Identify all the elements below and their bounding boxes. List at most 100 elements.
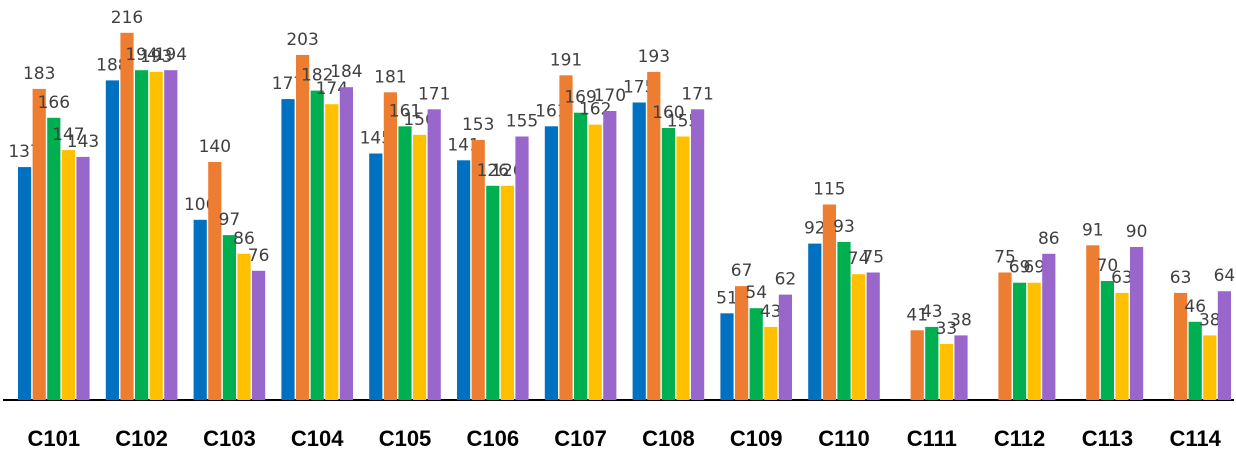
bar-c101-s3: [47, 117, 61, 401]
bar-c112-s2: [998, 272, 1012, 400]
data-label-c114-s2: 63: [1170, 268, 1192, 288]
data-label-c103-s4: 86: [233, 229, 255, 249]
bar-c105-s4: [413, 134, 427, 401]
bar-c102-s3: [135, 70, 149, 400]
bar-c106-s2: [471, 139, 485, 400]
bar-c113-s2: [1086, 245, 1100, 400]
data-label-c108-s5: 171: [681, 84, 713, 104]
data-label-c104-s5: 184: [330, 62, 362, 82]
category-label-c114: C114: [1170, 426, 1222, 450]
category-label-c104: C104: [291, 426, 344, 450]
category-label-c109: C109: [730, 426, 783, 450]
data-label-c108-s2: 193: [638, 47, 670, 67]
bar-c104-s5: [339, 87, 353, 400]
bar-c105-s5: [427, 109, 441, 401]
data-label-c105-s3: 161: [389, 101, 421, 121]
data-label-c114-s5: 64: [1214, 266, 1236, 286]
data-label-c101-s2: 183: [23, 64, 55, 84]
bar-c104-s3: [310, 90, 324, 400]
bar-c108-s4: [676, 136, 690, 400]
data-label-c110-s2: 115: [813, 180, 845, 200]
category-label-c110: C110: [818, 426, 869, 450]
bar-c107-s3: [574, 112, 588, 400]
bar-c109-s5: [778, 294, 792, 400]
bar-c104-s2: [296, 54, 310, 401]
data-label-c110-s4: 74: [848, 249, 870, 269]
data-label-c101-s3: 166: [38, 93, 70, 113]
data-label-c105-s2: 181: [374, 67, 406, 87]
bar-c110-s2: [822, 204, 836, 400]
data-label-c110-s5: 75: [862, 248, 884, 268]
data-label-c113-s3: 70: [1097, 256, 1119, 276]
bar-c111-s3: [925, 326, 939, 400]
bar-c113-s5: [1130, 247, 1144, 400]
data-label-c108-s3: 160: [652, 103, 684, 123]
bar-c108-s3: [661, 128, 675, 400]
bar-c111-s2: [910, 330, 924, 400]
bar-c105-s2: [383, 92, 397, 401]
bar-c109-s3: [749, 308, 763, 400]
data-label-c102-s4: 193: [140, 47, 172, 67]
bar-c101-s2: [32, 88, 46, 401]
bar-c111-s5: [954, 335, 968, 400]
category-label-c113: C113: [1082, 426, 1133, 450]
category-label-c111: C111: [907, 426, 957, 450]
bar-c112-s4: [1027, 282, 1041, 400]
data-label-c109-s5: 62: [775, 270, 797, 290]
bar-c113-s4: [1115, 292, 1129, 400]
bar-c102-s1: [105, 80, 119, 401]
bar-c110-s3: [837, 241, 851, 400]
category-label-c107: C107: [554, 426, 607, 450]
data-label-c109-s2: 67: [731, 261, 753, 281]
bar-c104-s1: [281, 99, 295, 400]
bar-c106-s5: [515, 136, 529, 400]
bar-c105-s3: [398, 126, 412, 401]
bar-c108-s5: [691, 109, 705, 401]
data-label-c109-s1: 51: [716, 288, 738, 308]
bar-c107-s2: [559, 75, 573, 401]
bar-c102-s5: [164, 70, 178, 400]
data-label-c107-s2: 191: [550, 50, 582, 70]
data-label-c112-s5: 86: [1038, 229, 1060, 249]
data-label-c101-s5: 143: [67, 132, 99, 152]
data-label-c111-s3: 43: [921, 302, 943, 322]
bar-c101-s5: [76, 156, 90, 400]
data-label-c106-s2: 153: [462, 115, 494, 135]
data-label-c114-s3: 46: [1184, 297, 1206, 317]
data-label-c103-s5: 76: [248, 246, 270, 266]
category-label-c108: C108: [642, 426, 695, 450]
bar-c108-s1: [632, 102, 646, 400]
bar-c102-s2: [120, 32, 134, 401]
bar-c103-s1: [193, 219, 207, 400]
data-label-c112-s3: 69: [1009, 258, 1031, 278]
bar-c103-s5: [252, 270, 266, 400]
data-label-c101-s4: 147: [52, 125, 84, 145]
data-label-c107-s3: 169: [564, 88, 596, 108]
category-label-c112: C112: [994, 426, 1045, 450]
bar-c111-s4: [939, 343, 953, 400]
bar-c101-s4: [61, 150, 75, 400]
bar-c109-s4: [764, 326, 778, 400]
data-label-c104-s3: 182: [301, 66, 333, 86]
bar-c110-s4: [852, 274, 866, 400]
bar-c107-s4: [588, 124, 602, 400]
bar-c106-s1: [457, 160, 471, 400]
bar-c106-s3: [486, 185, 500, 400]
category-label-c102: C102: [115, 426, 168, 450]
data-label-c107-s5: 170: [594, 86, 626, 106]
data-label-c103-s3: 97: [219, 210, 241, 230]
bar-c102-s4: [149, 71, 163, 401]
data-label-c106-s5: 155: [506, 112, 538, 132]
data-label-c110-s3: 93: [833, 217, 855, 237]
data-label-c113-s2: 91: [1082, 220, 1104, 240]
data-label-c113-s4: 63: [1111, 268, 1133, 288]
data-label-c109-s3: 54: [745, 283, 767, 303]
bar-c114-s3: [1188, 321, 1202, 400]
bar-c114-s4: [1203, 335, 1217, 400]
data-label-c102-s5: 194: [155, 45, 187, 65]
bar-c109-s2: [735, 286, 749, 400]
data-label-c109-s4: 43: [760, 302, 782, 322]
data-label-c113-s5: 90: [1126, 222, 1148, 242]
